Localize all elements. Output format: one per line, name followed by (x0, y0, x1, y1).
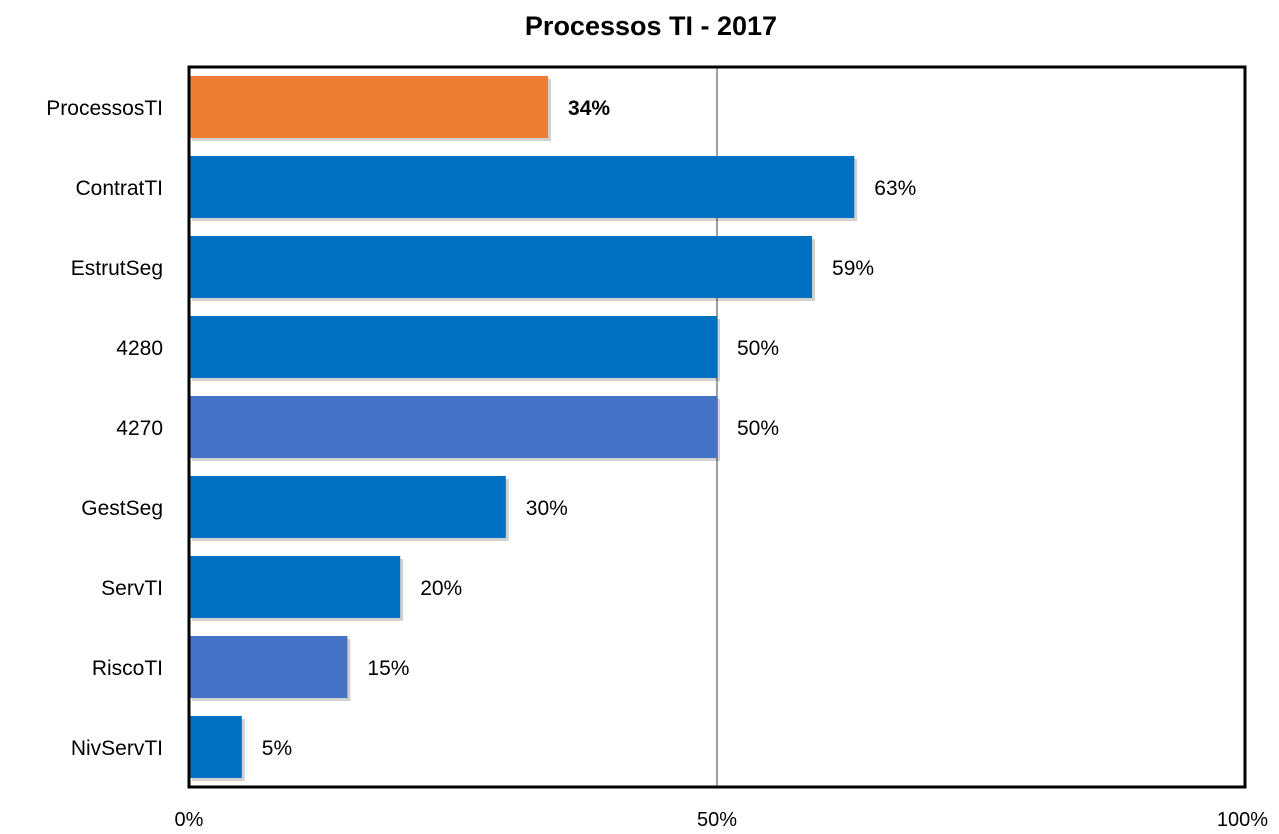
category-label-4270: 4270 (116, 417, 163, 440)
data-label-nivservti: 5% (262, 737, 292, 760)
data-label-riscoti: 15% (367, 657, 409, 680)
x-tick-label-0: 0% (175, 809, 204, 831)
bar-estrutseg (189, 236, 813, 298)
data-label-gestseg: 30% (526, 497, 568, 520)
bar-servti (189, 556, 401, 618)
x-tick-label-50: 50% (697, 809, 737, 831)
bar-riscoti (189, 636, 348, 698)
data-label-servti: 20% (420, 577, 462, 600)
data-label-4280: 50% (737, 337, 779, 360)
bar-nivservti (189, 716, 242, 778)
category-label-servti: ServTI (101, 577, 163, 600)
category-label-nivservti: NivServTI (71, 737, 163, 760)
category-label-estrutseg: EstrutSeg (71, 257, 163, 280)
category-label-gestseg: GestSeg (81, 497, 163, 520)
category-label-contratti: ContratTI (75, 177, 163, 200)
x-tick-label-100: 100% (1217, 809, 1268, 831)
data-label-4270: 50% (737, 417, 779, 440)
data-label-estrutseg: 59% (832, 257, 874, 280)
category-labels-layer: ProcessosTI ContratTI EstrutSeg 4280 4270 Ges… (46, 97, 163, 760)
x-tick-labels-layer: 0% 50% 100% (175, 809, 1269, 831)
data-labels-layer: 34% 63% 59% 50% 50% 30% 20% 15% 5% (262, 97, 917, 760)
data-label-processosti: 34% (568, 97, 610, 120)
category-label-riscoti: RiscoTI (92, 657, 163, 680)
category-label-processosti: ProcessosTI (46, 97, 163, 120)
bars-layer (189, 76, 858, 781)
bar-4280 (189, 316, 717, 378)
bar-processosti (189, 76, 549, 138)
bar-gestseg (189, 476, 506, 538)
data-label-contratti: 63% (874, 177, 916, 200)
chart-title: Processos TI - 2017 (525, 11, 777, 41)
bar-contratti (189, 156, 855, 218)
plot-area-border (187, 65, 1247, 789)
bar-4270 (189, 396, 717, 458)
category-label-4280: 4280 (116, 337, 163, 360)
